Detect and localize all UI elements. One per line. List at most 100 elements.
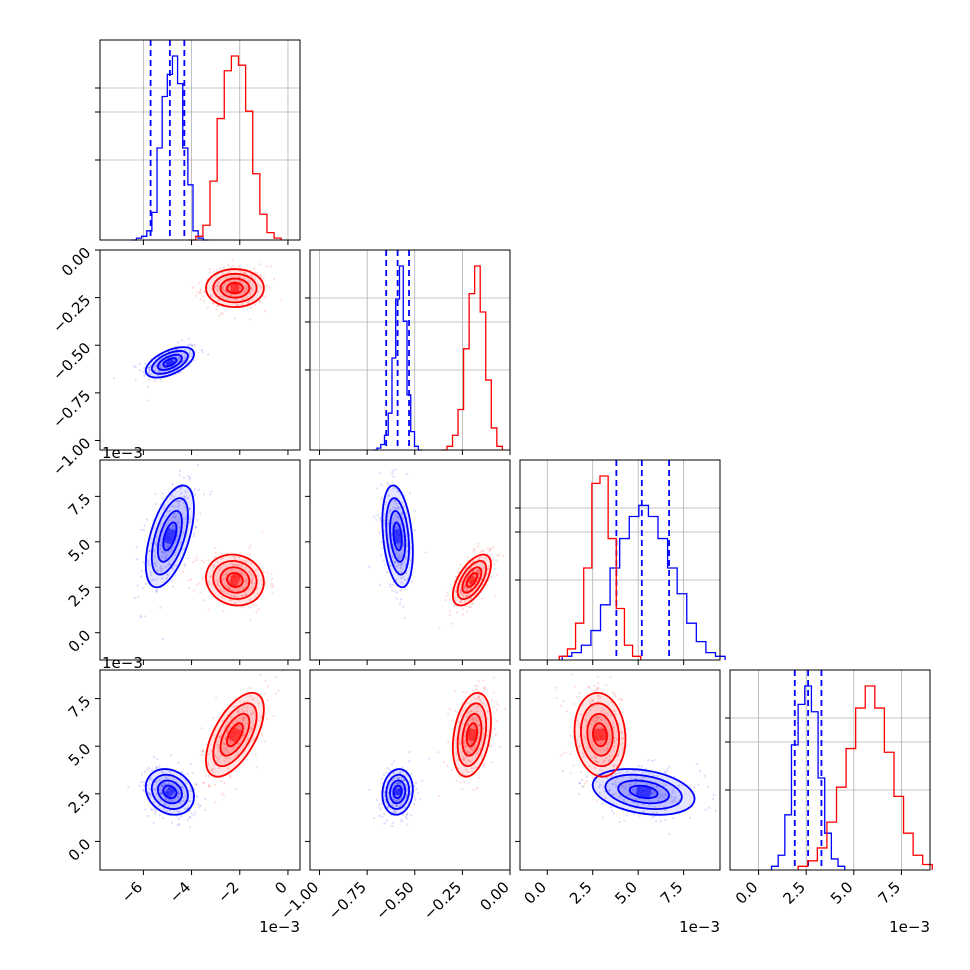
sample-point [231,582,234,585]
sample-point [655,785,658,788]
sample-point [195,783,198,786]
sample-point [382,559,385,562]
sample-point [606,748,610,751]
sample-point [473,744,476,747]
sample-point [380,540,383,543]
sample-point [155,590,158,593]
sample-point [487,734,490,738]
axes-frame-layer [95,39,931,875]
sample-point [613,739,616,743]
sample-point [470,748,473,751]
sample-point [159,791,162,795]
sample-point [401,516,404,519]
sample-point [212,270,216,273]
x-axis-offset-label: 1e−3 [889,918,930,936]
sample-point [451,622,454,625]
sample-point [250,562,253,566]
sample-point [392,772,395,775]
sample-point [577,793,581,796]
sample-point [233,732,236,735]
sample-point [182,501,186,505]
sample-point [170,753,173,757]
sample-point [168,782,171,785]
sample-point [382,773,385,776]
sample-point [241,303,244,306]
sample-point [378,806,381,809]
contour-line [465,572,479,588]
sample-point [230,589,234,592]
sample-point [597,697,600,700]
sample-point [177,810,180,814]
sample-point [474,684,477,688]
sample-point [220,552,223,555]
sample-point [220,792,224,795]
sample-point [478,572,481,576]
sample-point [177,796,180,799]
sample-point [596,694,600,697]
sample-point [248,598,252,602]
sample-point [480,737,484,740]
sample-point [233,574,237,577]
sample-point [239,700,242,703]
sample-point [187,586,190,589]
sample-point [488,744,491,747]
sample-point [638,787,641,790]
sample-point [138,784,141,788]
sample-point [397,782,400,785]
axes-frame [309,669,511,871]
sample-point [182,476,186,479]
x-tick-label: 5.0 [611,878,641,908]
contour-group [381,691,492,816]
sample-point [420,779,424,782]
sample-point [651,759,654,763]
sample-point [169,362,172,365]
sample-point [266,265,269,268]
sample-point [483,687,487,690]
sample-point [186,806,190,809]
sample-point [170,799,174,802]
sample-point [239,579,242,582]
sample-point [174,515,178,518]
sample-point [455,779,459,783]
sample-point [271,591,274,594]
sample-point [179,487,182,490]
sample-point [189,343,192,346]
sample-point [142,788,145,792]
sample-point [246,560,249,563]
sample-point [397,782,400,785]
sample-point [199,288,202,291]
sample-point [177,357,181,360]
sample-point [255,765,258,769]
sample-point [469,731,473,734]
sample-point [642,810,645,813]
sample-point [385,772,389,775]
sample-point [460,599,463,602]
sample-point [259,301,262,304]
sample-point [618,771,621,774]
sample-point [594,727,597,730]
sample-point [405,571,408,575]
sample-point [613,736,616,739]
sample-point [396,804,399,808]
sample-point [437,751,440,754]
sample-point [466,556,469,559]
sample-point [210,490,213,493]
sample-point [611,793,614,796]
sample-point [204,797,207,800]
sample-point [155,543,158,546]
sample-point [388,783,392,786]
sample-point [463,745,466,748]
sample-point [475,688,478,692]
sample-point [148,369,151,372]
sample-point [621,741,624,744]
sample-point [449,613,452,616]
sample-point [236,711,240,714]
sample-point [174,574,177,577]
sample-point [251,298,254,301]
sample-point [237,596,240,599]
sample-point [618,697,621,700]
sample-point [159,606,162,609]
sample-point [240,586,243,589]
sample-point [155,569,159,572]
sample-point [493,727,497,730]
